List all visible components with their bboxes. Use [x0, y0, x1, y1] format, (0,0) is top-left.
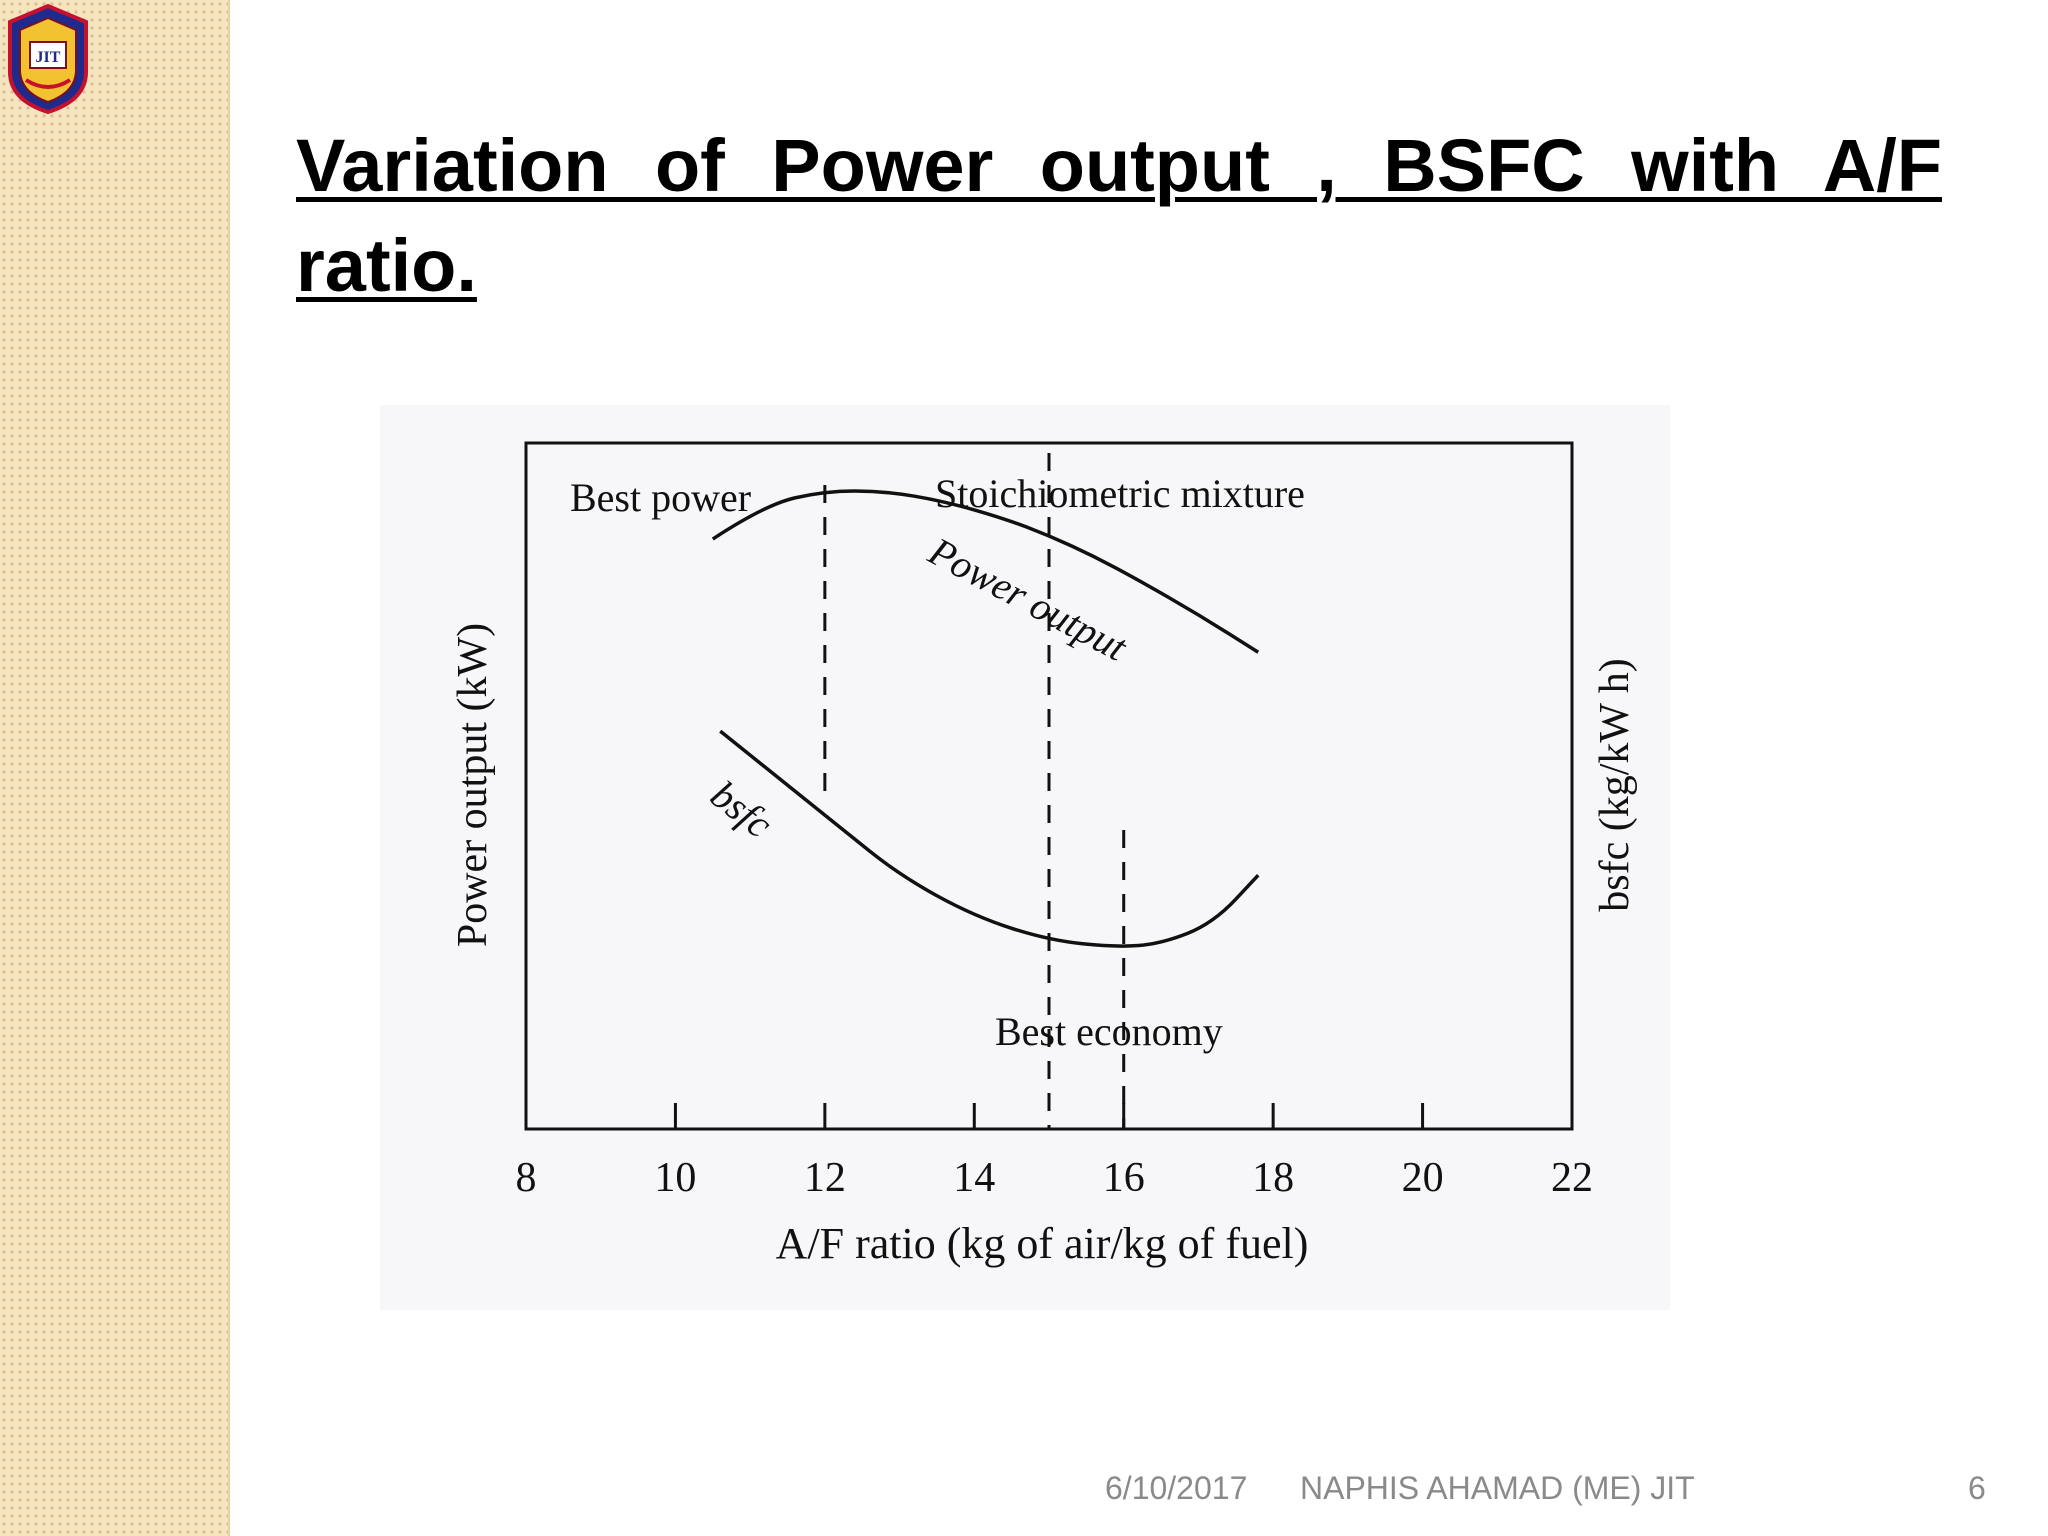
annotation-best-economy: Best economy — [995, 1009, 1223, 1054]
y-axis-label-right: bsfc (kg/kW h) — [1592, 658, 1638, 912]
annotation-stoichiometric: Stoichiometric mixture — [935, 471, 1305, 516]
x-tick-label: 8 — [516, 1155, 537, 1201]
x-tick-label: 10 — [654, 1155, 696, 1201]
x-tick-label: 14 — [953, 1155, 995, 1201]
x-tick-label: 18 — [1252, 1155, 1294, 1201]
x-tick-labels: 8 10 12 14 16 18 20 22 — [516, 1155, 1594, 1201]
x-tick-label: 20 — [1402, 1155, 1444, 1201]
slide-title: Variation of Power output , BSFC with A/… — [296, 124, 1942, 307]
series-group — [711, 489, 1260, 948]
x-axis-label: A/F ratio (kg of air/kg of fuel) — [776, 1219, 1309, 1268]
marker-lines — [823, 453, 1126, 1129]
footer-date: 6/10/2017 — [1105, 1470, 1248, 1506]
x-tick-label: 22 — [1551, 1155, 1593, 1201]
annotation-best-power: Best power — [570, 475, 751, 520]
footer-author: NAPHIS AHAMAD (ME) JIT — [1300, 1470, 1695, 1506]
series-line-bsfc — [719, 729, 1260, 948]
decorative-sidebar: JIT — [0, 0, 230, 1536]
college-crest-icon: JIT — [8, 3, 88, 114]
logo-text: JIT — [36, 49, 61, 66]
chart-svg: 8 10 12 14 16 18 20 22 Best power Stoichiometri… — [380, 405, 1670, 1310]
y-axis-label-left: Power output (kW) — [450, 623, 496, 947]
x-tick-label: 12 — [804, 1155, 846, 1201]
chart-figure: 8 10 12 14 16 18 20 22 Best power Stoichiometri… — [380, 405, 1670, 1310]
x-tick-label: 16 — [1103, 1155, 1145, 1201]
series-line-power-output — [711, 489, 1260, 654]
page-number: 6 — [1968, 1470, 1986, 1506]
